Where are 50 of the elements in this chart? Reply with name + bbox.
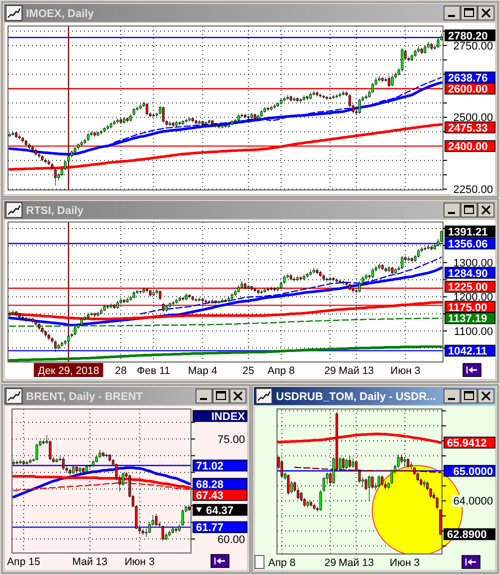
x-tick-label: Апр 15 — [7, 556, 40, 568]
chart-title: RTSI, Daily — [26, 205, 84, 217]
x-tick-label: Июн 3 — [124, 556, 155, 568]
y-tick-label: 1300.00 — [453, 257, 493, 270]
x-tick-label: 29 — [324, 557, 336, 569]
data-label: 2638.76 — [448, 72, 488, 84]
ref-line-label: 2400.00 — [448, 141, 488, 154]
text: 2780.20 — [448, 30, 488, 42]
data-label: 1284.90 — [448, 268, 488, 280]
ref-line-label: 1356.06 — [448, 238, 488, 250]
ref-line-label: 71.02 — [196, 460, 224, 472]
ref-line-label: 2600.00 — [448, 84, 488, 96]
y-axis-title: INDEX — [211, 410, 246, 423]
y-tick-label: 2500.00 — [453, 112, 493, 124]
data-label: 2475.33 — [448, 122, 488, 134]
y-tick-label: 1200.00 — [453, 292, 493, 304]
x-tick-label: Май 13 — [338, 365, 374, 377]
x-tick-label: 29 — [324, 365, 336, 377]
x-tick-label: 28 — [114, 365, 127, 377]
chart-title: USDRUB_TOM, Daily - USDR... — [276, 391, 436, 403]
y-tick-label: 65.0000 — [453, 466, 493, 478]
text: 64.37 — [206, 504, 234, 517]
data-label: 1137.19 — [448, 313, 488, 326]
ref-line-label: 1042.11 — [448, 346, 488, 358]
y-tick-label: 2250.00 — [453, 184, 493, 196]
y-tick-label: 60.00 — [217, 534, 245, 546]
chart-title: BRENT, Daily - BRENT — [26, 391, 144, 403]
ref-line-label: 1175.00 — [448, 302, 488, 314]
x-tick-label: Мар 4 — [188, 365, 218, 377]
x-tick-label: Июн 3 — [390, 557, 420, 569]
x-tick-label: 25 — [242, 365, 254, 377]
x-tick-label: Дек 29, 2018 — [38, 365, 100, 377]
chart-title: IMOEX, Daily — [26, 8, 95, 20]
x-tick-label: Апр 8 — [267, 365, 295, 377]
x-tick-label: Фев 11 — [136, 365, 170, 377]
text: 62.8900 — [447, 529, 487, 542]
x-tick-label: Май 13 — [72, 556, 108, 568]
x-tick-label: Май 13 — [338, 557, 374, 569]
x-tick-label: Июн 3 — [390, 365, 421, 377]
y-tick-label: 75.00 — [217, 434, 245, 446]
y-tick-label: 2750.00 — [453, 40, 493, 52]
data-label: 67.43 — [196, 490, 224, 502]
ref-line-label: 61.77 — [196, 522, 224, 534]
data-label: 65.9412 — [447, 438, 487, 450]
data-label: 68.28 — [196, 478, 224, 491]
ref-line-label: 1225.00 — [448, 282, 488, 294]
x-tick-label: Апр 8 — [268, 557, 296, 569]
y-tick-label: 1100.00 — [454, 326, 493, 338]
text: 1391.21 — [448, 226, 488, 238]
y-tick-label: 64.0000 — [453, 496, 493, 508]
